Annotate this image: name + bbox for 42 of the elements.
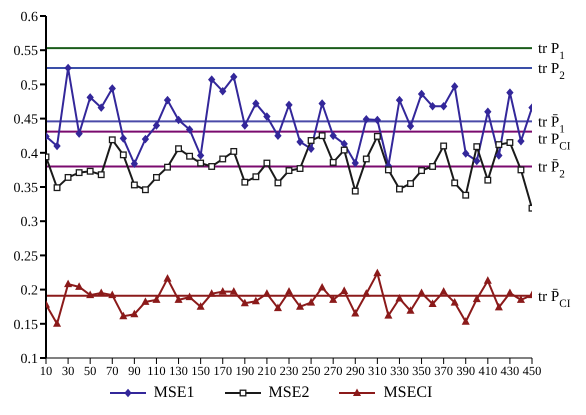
x-tick-label: 150 bbox=[191, 364, 210, 378]
y-tick-label: 0.35 bbox=[14, 180, 38, 196]
x-tick-label: 330 bbox=[390, 364, 409, 378]
x-tick-label: 210 bbox=[258, 364, 276, 378]
y-tick-label: 0.55 bbox=[14, 44, 38, 60]
x-tick-label: 250 bbox=[302, 364, 320, 378]
x-tick-label: 10 bbox=[40, 364, 52, 378]
y-tick-label: 0.6 bbox=[20, 10, 38, 25]
x-tick-label: 170 bbox=[213, 364, 232, 378]
x-tick-label: 290 bbox=[346, 364, 365, 378]
x-tick-label: 230 bbox=[280, 364, 298, 378]
y-tick-label: 0.25 bbox=[14, 249, 38, 264]
x-tick-label: 30 bbox=[62, 364, 74, 378]
legend-label: MSE1 bbox=[154, 384, 195, 402]
x-tick-label: 50 bbox=[84, 364, 96, 378]
x-tick-label: 430 bbox=[500, 364, 520, 378]
x-tick-label: 110 bbox=[147, 364, 166, 378]
ref-line-label: tr P̄$_{2}$ bbox=[538, 158, 565, 180]
x-tick-label: 270 bbox=[324, 364, 343, 378]
y-tick-label: 0.1 bbox=[20, 352, 38, 367]
x-tick-label: 70 bbox=[106, 364, 119, 378]
ref-line-label: tr P$_{CI}$ bbox=[538, 131, 571, 152]
x-tick-label: 350 bbox=[412, 364, 431, 378]
y-tick-label: 0.45 bbox=[14, 112, 38, 128]
y-tick-label: 0.3 bbox=[20, 215, 38, 230]
y-tick-label: 0.5 bbox=[20, 78, 38, 94]
legend-label: MSE2 bbox=[268, 384, 310, 402]
x-tick-label: 390 bbox=[456, 364, 476, 378]
x-tick-label: 90 bbox=[128, 364, 141, 378]
y-tick-label: 0.15 bbox=[14, 318, 38, 333]
x-tick-label: 310 bbox=[368, 364, 387, 378]
ref-line-label: tr P̄$_{CI}$ bbox=[538, 288, 571, 310]
ref-line-label: tr P$_{2}$ bbox=[538, 60, 565, 82]
x-tick-label: 190 bbox=[235, 364, 254, 378]
legend-label: MSECI bbox=[383, 384, 432, 402]
y-tick-label: 0.2 bbox=[20, 284, 38, 299]
y-tick-label: 0.4 bbox=[20, 146, 38, 162]
x-tick-label: 130 bbox=[169, 364, 188, 378]
ref-line-label: tr P$_{1}$ bbox=[538, 41, 565, 62]
x-tick-label: 370 bbox=[434, 364, 454, 378]
x-tick-label: 450 bbox=[522, 364, 542, 378]
x-tick-label: 410 bbox=[478, 364, 498, 378]
